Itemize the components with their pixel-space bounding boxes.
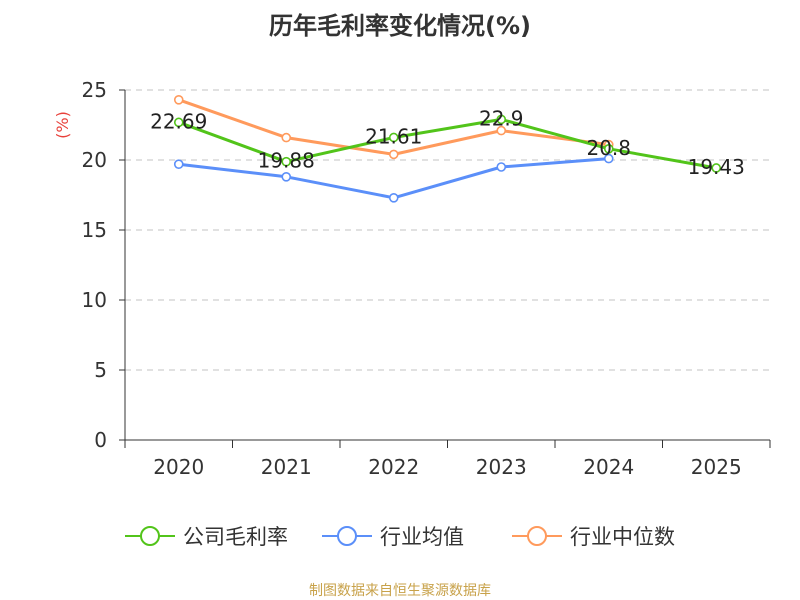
data-label: 20.8 (586, 136, 631, 160)
grid-lines (125, 89, 770, 371)
legend-marker (140, 526, 160, 546)
y-tick-label: 0 (94, 428, 107, 452)
x-tick-label: 2021 (261, 455, 312, 479)
data-point (281, 156, 292, 167)
y-tick-label: 20 (82, 148, 107, 172)
legend-marker (527, 526, 547, 546)
data-point (281, 172, 292, 182)
y-axis-label: (%) (53, 111, 72, 139)
data-label: 19.43 (688, 155, 745, 179)
data-label: 19.88 (258, 149, 315, 173)
x-tick-label: 2023 (476, 455, 527, 479)
legend-item[interactable]: 公司毛利率 (125, 525, 288, 549)
legend-label[interactable]: 行业均值 (380, 525, 464, 549)
chart-title: 历年毛利率变化情况(%) (269, 12, 531, 40)
data-point (173, 117, 184, 128)
data-point (496, 114, 507, 125)
series-line (178, 117, 717, 170)
data-label: 22.9 (479, 106, 524, 130)
data-label: 22.69 (150, 109, 207, 133)
legend-marker (337, 526, 357, 546)
data-point (496, 162, 507, 172)
data-point (388, 132, 399, 143)
series-lines (173, 95, 722, 203)
legend-label[interactable]: 行业中位数 (570, 525, 675, 549)
x-tick-label: 2024 (583, 455, 634, 479)
data-labels: 22.69 19.88 21.61 22.9 20.8 19.43 (150, 106, 745, 179)
x-tick-label: 2025 (691, 455, 742, 479)
data-point (603, 153, 614, 164)
data-label: 21.61 (365, 124, 422, 148)
data-source-footer: 制图数据来自恒生聚源数据库 (309, 583, 491, 599)
data-point (711, 163, 722, 173)
legend-item[interactable]: 行业均值 (322, 525, 464, 549)
data-point (388, 149, 399, 160)
legend[interactable]: 公司毛利率 行业均值 行业中位数 (125, 525, 675, 549)
x-tick-label: 2020 (153, 455, 204, 479)
y-tick-label: 10 (82, 288, 107, 312)
y-tick-label: 25 (82, 78, 107, 102)
y-tick-label: 15 (82, 218, 107, 242)
data-point (281, 132, 292, 143)
data-point (173, 95, 184, 105)
data-point (496, 125, 507, 136)
series-line (178, 157, 609, 200)
legend-label[interactable]: 公司毛利率 (183, 525, 288, 549)
x-tick-label: 2022 (368, 455, 419, 479)
data-point (173, 159, 184, 169)
y-tick-label: 5 (94, 358, 107, 382)
data-point (603, 144, 614, 154)
legend-item[interactable]: 行业中位数 (512, 525, 675, 549)
data-point (388, 193, 399, 203)
